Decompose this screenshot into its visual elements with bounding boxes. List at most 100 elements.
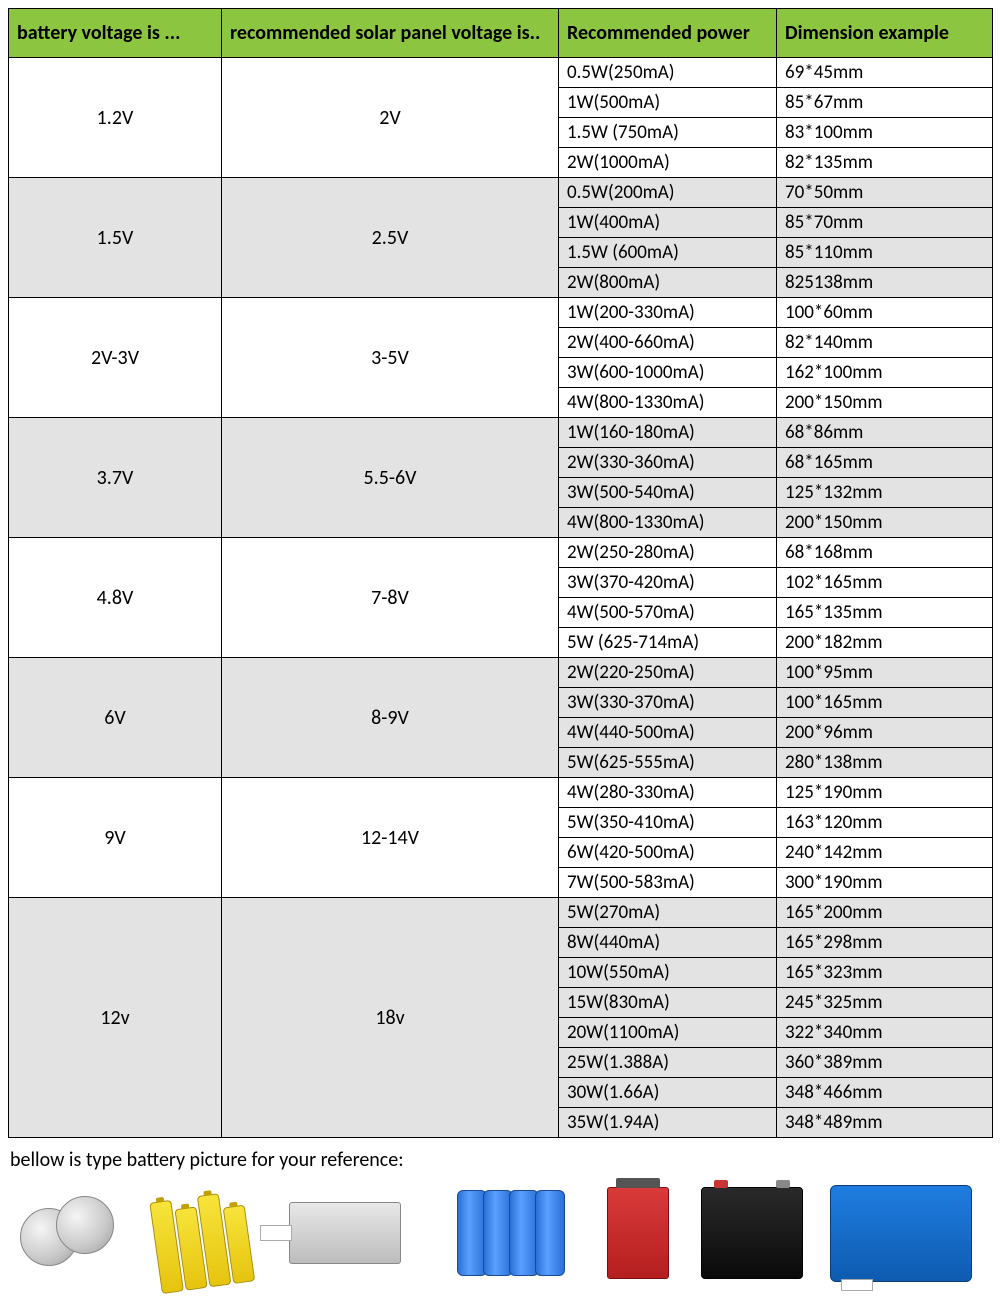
power-cell: 1.5W (750mA) [559, 118, 777, 148]
power-cell: 6W(420-500mA) [559, 838, 777, 868]
power-cell: 2W(220-250mA) [559, 658, 777, 688]
power-cell: 4W(800-1330mA) [559, 508, 777, 538]
sealed-lead-acid-battery [692, 1178, 812, 1288]
power-cell: 15W(830mA) [559, 988, 777, 1018]
panel-voltage-cell: 5.5-6V [222, 418, 559, 538]
power-cell: 3W(500-540mA) [559, 478, 777, 508]
dimension-cell: 200*150mm [777, 388, 993, 418]
dimension-cell: 200*182mm [777, 628, 993, 658]
dimension-cell: 125*132mm [777, 478, 993, 508]
power-cell: 4W(280-330mA) [559, 778, 777, 808]
dimension-cell: 300*190mm [777, 868, 993, 898]
dimension-cell: 85*110mm [777, 238, 993, 268]
dimension-cell: 100*165mm [777, 688, 993, 718]
panel-voltage-cell: 3-5V [222, 298, 559, 418]
table-row: 4.8V7-8V2W(250-280mA)68*168mm [9, 538, 993, 568]
battery-voltage-cell: 4.8V [9, 538, 222, 658]
power-cell: 1W(160-180mA) [559, 418, 777, 448]
battery-voltage-cell: 12v [9, 898, 222, 1138]
power-cell: 5W(350-410mA) [559, 808, 777, 838]
battery-voltage-cell: 9V [9, 778, 222, 898]
power-cell: 1W(400mA) [559, 208, 777, 238]
power-cell: 0.5W(200mA) [559, 178, 777, 208]
blue-lithium-pack [826, 1178, 976, 1288]
power-cell: 2W(1000mA) [559, 148, 777, 178]
dimension-cell: 825138mm [777, 268, 993, 298]
battery-voltage-cell: 3.7V [9, 418, 222, 538]
battery-reference-caption: bellow is type battery picture for your … [10, 1148, 992, 1172]
dimension-cell: 165*298mm [777, 928, 993, 958]
power-cell: 0.5W(250mA) [559, 58, 777, 88]
dimension-cell: 280*138mm [777, 748, 993, 778]
dimension-cell: 165*323mm [777, 958, 993, 988]
power-cell: 2W(800mA) [559, 268, 777, 298]
power-cell: 10W(550mA) [559, 958, 777, 988]
power-cell: 2W(250-280mA) [559, 538, 777, 568]
power-cell: 8W(440mA) [559, 928, 777, 958]
panel-voltage-cell: 12-14V [222, 778, 559, 898]
table-row: 1.5V2.5V0.5W(200mA)70*50mm [9, 178, 993, 208]
column-header: Dimension example [777, 9, 993, 58]
dimension-cell: 102*165mm [777, 568, 993, 598]
column-header: battery voltage is ... [9, 9, 222, 58]
power-cell: 35W(1.94A) [559, 1108, 777, 1138]
lipo-pouch-battery [270, 1178, 420, 1288]
dimension-cell: 245*325mm [777, 988, 993, 1018]
dimension-cell: 165*200mm [777, 898, 993, 928]
table-row: 2V-3V3-5V1W(200-330mA)100*60mm [9, 298, 993, 328]
dimension-cell: 100*95mm [777, 658, 993, 688]
column-header: Recommended power [559, 9, 777, 58]
power-cell: 3W(330-370mA) [559, 688, 777, 718]
dimension-cell: 240*142mm [777, 838, 993, 868]
dimension-cell: 82*135mm [777, 148, 993, 178]
dimension-cell: 322*340mm [777, 1018, 993, 1048]
dimension-cell: 348*489mm [777, 1108, 993, 1138]
power-cell: 20W(1100mA) [559, 1018, 777, 1048]
dimension-cell: 162*100mm [777, 358, 993, 388]
power-cell: 4W(800-1330mA) [559, 388, 777, 418]
coin-cell-batteries [12, 1178, 132, 1288]
power-cell: 4W(440-500mA) [559, 718, 777, 748]
panel-voltage-cell: 2.5V [222, 178, 559, 298]
panel-voltage-cell: 2V [222, 58, 559, 178]
dimension-cell: 85*67mm [777, 88, 993, 118]
dimension-cell: 68*165mm [777, 448, 993, 478]
dimension-cell: 200*150mm [777, 508, 993, 538]
power-cell: 2W(400-660mA) [559, 328, 777, 358]
battery-images-row [8, 1178, 992, 1288]
dimension-cell: 70*50mm [777, 178, 993, 208]
power-cell: 1.5W (600mA) [559, 238, 777, 268]
dimension-cell: 68*168mm [777, 538, 993, 568]
table-row: 3.7V5.5-6V1W(160-180mA)68*86mm [9, 418, 993, 448]
dimension-cell: 82*140mm [777, 328, 993, 358]
table-row: 12v18v5W(270mA)165*200mm [9, 898, 993, 928]
panel-voltage-cell: 7-8V [222, 538, 559, 658]
dimension-cell: 100*60mm [777, 298, 993, 328]
battery-voltage-cell: 1.2V [9, 58, 222, 178]
table-header-row: battery voltage is ...recommended solar … [9, 9, 993, 58]
table-row: 9V12-14V4W(280-330mA)125*190mm [9, 778, 993, 808]
battery-voltage-cell: 6V [9, 658, 222, 778]
power-cell: 3W(370-420mA) [559, 568, 777, 598]
table-row: 1.2V2V0.5W(250mA)69*45mm [9, 58, 993, 88]
dimension-cell: 69*45mm [777, 58, 993, 88]
dimension-cell: 68*86mm [777, 418, 993, 448]
column-header: recommended solar panel voltage is.. [222, 9, 559, 58]
power-cell: 25W(1.388A) [559, 1048, 777, 1078]
dimension-cell: 200*96mm [777, 718, 993, 748]
solar-panel-table: battery voltage is ...recommended solar … [8, 8, 993, 1138]
nine-volt-battery [598, 1178, 678, 1288]
aa-yellow-batteries [139, 1171, 263, 1295]
power-cell: 1W(500mA) [559, 88, 777, 118]
dimension-cell: 348*466mm [777, 1078, 993, 1108]
battery-voltage-cell: 2V-3V [9, 298, 222, 418]
panel-voltage-cell: 8-9V [222, 658, 559, 778]
table-row: 6V8-9V2W(220-250mA)100*95mm [9, 658, 993, 688]
power-cell: 4W(500-570mA) [559, 598, 777, 628]
power-cell: 2W(330-360mA) [559, 448, 777, 478]
power-cell: 5W(625-555mA) [559, 748, 777, 778]
power-cell: 7W(500-583mA) [559, 868, 777, 898]
power-cell: 1W(200-330mA) [559, 298, 777, 328]
dimension-cell: 125*190mm [777, 778, 993, 808]
blue-cylindrical-pack [434, 1178, 584, 1288]
